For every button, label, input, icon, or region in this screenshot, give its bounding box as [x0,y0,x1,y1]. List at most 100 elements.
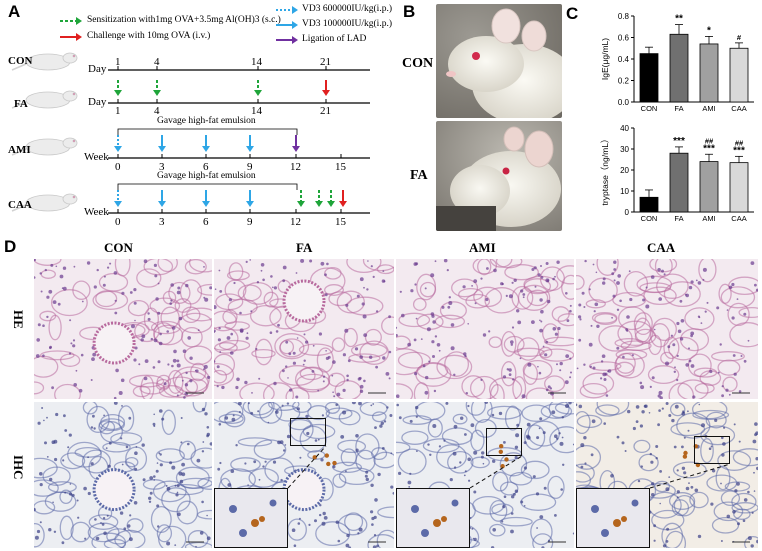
he-micrograph-fa [214,259,394,399]
bar-ami [699,43,719,103]
rat-photo-fa [436,121,562,231]
legend-vd3-low-arrow [276,21,298,29]
significance-mark: *** [733,145,745,156]
rat-icon-fa [11,90,78,109]
legend-ligation-text: Ligation of LAD [302,34,367,44]
x-tick-label: CON [641,104,658,113]
y-tick-label: 0.8 [618,12,630,21]
y-axis-label: tryptase（ng/mL） [600,135,610,206]
he-micrograph-caa [576,259,758,399]
y-tick-label: 0.6 [618,34,630,43]
panel-label-b: B [403,2,416,21]
bar-ami [699,161,719,213]
timeline-unit-caa: Week [84,206,109,218]
x-tick-label: CON [641,214,658,223]
tick-label: 15 [335,161,346,173]
bracket-label-caa: Gavage high-fat emulsion [157,171,256,181]
row-label-he: HE [11,310,26,329]
significance-mark: *** [703,143,715,154]
panel-label-d: D [4,237,17,256]
y-tick-label: 20 [620,166,629,175]
magnified-inset [214,488,288,548]
tick-label: 3 [159,161,165,173]
region-of-interest-box [486,428,522,456]
column-title-ami: AMI [469,240,496,255]
tick-label: 1 [115,105,121,117]
tick-label: 21 [320,105,331,117]
bar-fa [669,33,689,103]
x-tick-label: CAA [731,214,746,223]
x-tick-label: AMI [702,214,715,223]
rat-icon-caa [11,193,78,212]
tick-label: 12 [290,161,301,173]
photo-label-fa: FA [410,168,428,183]
y-tick-label: 40 [620,124,629,133]
rat-photo-con [436,4,562,118]
significance-mark: ## [735,138,744,147]
tick-label: 4 [154,56,160,68]
bar-con [639,53,659,103]
bar-caa [729,47,749,103]
tick-label: 1 [115,56,121,68]
timeline-label-ami: AMI [8,144,31,156]
he-micrograph-con [34,259,212,399]
panel-c-charts: 0.0 0.2 0.4 0.6 0.8 IgE(μg/mL) CON FA ** AMI * CAA #… [600,12,754,223]
magnified-inset [576,488,650,548]
significance-mark: ** [675,14,683,25]
tick-label: 15 [335,216,346,228]
tick-label: 0 [115,216,121,228]
tick-label: 14 [251,56,262,68]
legend-sensitization-text: Sensitization with1mg OVA+3.5mg Al(OH)3 … [87,15,281,25]
photo-label-con: CON [402,56,434,71]
legend-challenge-arrow [60,33,82,41]
significance-mark: * [707,25,711,36]
legend-vd3-low-text: VD3 100000IU/kg(i.p.) [302,19,392,29]
tick-label: 9 [247,216,253,228]
x-tick-label: FA [674,214,683,223]
legend-vd3-high-arrow [276,6,298,14]
timeline-label-caa: CAA [8,199,32,211]
timeline-label-con: CON [8,55,33,67]
tick-label: 3 [159,216,165,228]
tick-label: 9 [247,161,253,173]
significance-mark: # [737,33,742,42]
y-tick-label: 0.4 [618,55,630,64]
tick-label: 0 [115,161,121,173]
panel-a-timeline [11,6,370,214]
y-axis-label: IgE(μg/mL) [600,38,610,80]
timeline-unit-ami: Week [84,151,109,163]
y-tick-label: 30 [620,145,629,154]
ihc-micrograph-con [34,402,212,548]
y-tick-label: 0 [625,208,630,217]
tick-label: 6 [203,216,209,228]
timeline-label-fa: FA [14,98,28,110]
x-tick-label: CAA [731,104,746,113]
legend-sensitization-arrow [60,17,82,25]
magnified-inset [396,488,470,548]
row-label-ihc: IHC [11,455,26,480]
significance-mark: *** [673,136,685,147]
bar-con [639,196,659,213]
legend-vd3-high-text: VD3 600000IU/kg(i.p.) [302,4,392,14]
legend-ligation-arrow [276,36,298,44]
panel-label-c: C [566,4,579,23]
x-tick-label: AMI [702,104,715,113]
bar-fa [669,152,689,213]
timeline-unit-con: Day [88,63,107,75]
he-micrograph-ami [396,259,574,399]
panel-label-a: A [8,2,21,21]
legend-challenge-text: Challenge with 10mg OVA (i.v.) [87,31,211,41]
x-tick-label: FA [674,104,683,113]
column-title-con: CON [104,240,133,255]
y-tick-label: 10 [620,187,629,196]
tick-label: 21 [320,56,331,68]
column-title-fa: FA [296,240,313,255]
tick-label: 14 [251,105,262,117]
significance-mark: ## [705,136,714,145]
bracket-label-ami: Gavage high-fat emulsion [157,116,256,126]
rat-icon-ami [11,137,78,156]
rat-icon-con [11,52,78,71]
tick-label: 6 [203,161,209,173]
bar-caa [729,162,749,213]
region-of-interest-box [290,418,326,446]
